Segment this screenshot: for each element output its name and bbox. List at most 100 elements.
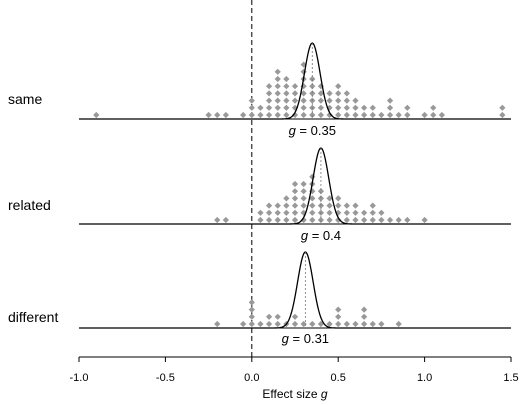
data-point [265,313,273,320]
chart-curves-layer [79,42,511,329]
density-curve-same [79,42,511,120]
data-point [274,75,281,83]
data-point [291,188,299,195]
data-point [257,320,264,328]
estimate-value: 0.4 [323,228,341,243]
data-point [335,111,342,119]
data-point [343,209,350,216]
data-point [343,216,350,224]
data-point [248,299,255,306]
data-point [386,111,394,119]
data-point [343,111,350,119]
data-point [214,216,221,224]
data-point [438,111,445,119]
data-point [326,216,333,224]
data-point [291,83,299,90]
data-point [300,104,307,111]
data-point [404,216,411,224]
data-point [326,320,333,328]
data-point [326,90,333,97]
group-label-different: different [8,309,58,325]
data-point [309,216,316,224]
data-point [421,111,428,119]
data-point [274,83,281,90]
estimate-equals: = [308,228,323,243]
data-point [300,195,307,202]
density-curve-related [79,147,511,225]
data-point [421,216,428,224]
data-point [395,216,402,224]
data-point [283,216,290,224]
data-point [265,90,273,97]
data-point [283,195,290,202]
data-point [291,313,299,320]
data-point [430,104,437,111]
data-point [309,202,316,209]
data-point [257,104,264,111]
data-point [378,216,385,224]
chart-text-layer: -1.0 -0.5 0.0 0.5 1.0 1.5 same g = 0.35 related g… [8,91,519,384]
data-point [335,104,342,111]
data-point [283,209,290,216]
data-point [291,180,299,188]
data-point [309,209,316,216]
data-point [248,104,255,111]
data-point [300,68,307,75]
data-point [265,104,273,111]
estimate-symbol: g [301,228,309,243]
data-point [214,320,221,328]
data-point [335,97,342,104]
data-point [291,320,299,328]
data-point [300,320,307,328]
x-axis-label: Effect size g [262,387,327,401]
data-point [395,111,402,119]
data-point [265,83,273,90]
data-point [300,188,307,195]
data-point [343,202,350,209]
data-point [274,90,281,97]
data-point [352,320,359,328]
data-point [274,209,281,216]
data-point [248,313,255,320]
data-point [248,111,255,119]
estimate-value: 0.35 [311,123,336,138]
data-point [361,306,368,313]
data-point [309,320,316,328]
data-point [317,104,325,111]
estimate-equals: = [296,123,311,138]
data-point [274,68,281,75]
data-point [222,216,229,224]
data-point [335,306,342,313]
estimate-value: 0.31 [304,331,329,346]
data-point [361,313,368,320]
estimate-symbol: g [282,331,290,346]
data-point [300,111,307,119]
estimate-symbol: g [289,123,297,138]
data-point [300,202,307,209]
data-point [283,90,290,97]
data-point [317,97,325,104]
data-point [352,209,359,216]
data-point [343,320,350,328]
data-point [283,202,290,209]
data-point [257,209,264,216]
data-point [335,90,342,97]
data-point [283,83,290,90]
data-point [205,111,212,119]
data-point [369,320,376,328]
data-point [361,111,368,119]
data-point [386,97,394,104]
x-tick-label: -0.5 [156,372,175,384]
group-label-same: same [8,91,42,107]
data-point [248,306,255,313]
x-tick-label: 0.5 [331,372,346,384]
data-point [369,111,376,119]
data-point [291,202,299,209]
x-tick-label: 0.0 [244,372,259,384]
data-point [283,97,290,104]
data-point [265,209,273,216]
data-point [291,195,299,202]
data-point [361,104,368,111]
data-point [317,111,325,119]
